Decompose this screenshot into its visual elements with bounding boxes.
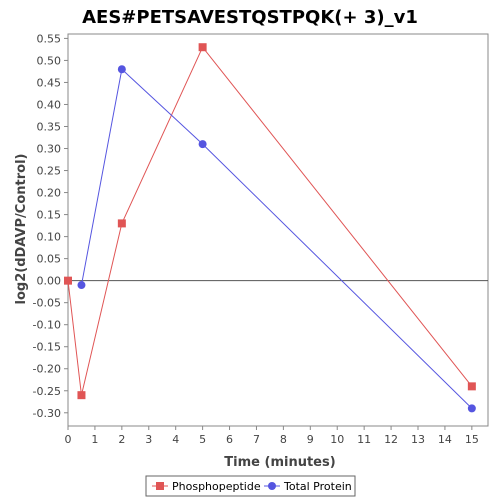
x-tick-label: 15 (465, 433, 479, 446)
data-point-0 (117, 219, 126, 228)
y-tick-label: 0.00 (37, 275, 62, 288)
y-tick-label: 0.50 (37, 54, 62, 67)
legend-label: Phosphopeptide (172, 480, 261, 493)
series-line-1 (80, 68, 473, 409)
data-point-0 (467, 382, 476, 391)
data-point-1 (117, 65, 126, 74)
y-tick-label: -0.25 (33, 385, 61, 398)
y-tick-label: 0.10 (37, 231, 62, 244)
data-point-0 (198, 43, 207, 52)
y-tick-label: 0.45 (37, 76, 62, 89)
x-tick-label: 8 (280, 433, 287, 446)
x-tick-label: 11 (357, 433, 371, 446)
y-tick-label: -0.05 (33, 297, 61, 310)
data-point-0 (77, 391, 86, 400)
plot-frame (67, 33, 489, 427)
y-tick-label: -0.30 (33, 407, 61, 420)
x-axis-label: Time (minutes) (224, 455, 335, 470)
legend-marker (156, 482, 164, 490)
x-tick-label: 2 (118, 433, 125, 446)
x-tick-label: 1 (91, 433, 98, 446)
y-tick-label: 0.35 (37, 120, 62, 133)
y-axis-label: log2(dDAVP/Control) (14, 154, 29, 305)
y-tick-label: -0.10 (33, 319, 61, 332)
y-tick-label: 0.55 (37, 32, 62, 45)
x-tick-label: 12 (384, 433, 398, 446)
x-tick-label: 5 (199, 433, 206, 446)
y-tick-label: 0.30 (37, 143, 62, 156)
x-tick-label: 13 (411, 433, 425, 446)
x-tick-label: 9 (307, 433, 314, 446)
y-tick-label: 0.05 (37, 253, 62, 266)
legend-marker (268, 482, 276, 490)
data-point-1 (467, 404, 476, 413)
data-point-1 (77, 281, 86, 290)
x-tick-label: 7 (253, 433, 260, 446)
y-tick-label: 0.25 (37, 165, 62, 178)
y-tick-label: 0.15 (37, 209, 62, 222)
y-tick-label: 0.20 (37, 187, 62, 200)
legend: Phosphopeptide Total Protein (145, 475, 356, 497)
x-tick-label: 6 (226, 433, 233, 446)
x-tick-label: 4 (172, 433, 179, 446)
x-tick-label: 10 (330, 433, 344, 446)
x-tick-label: 3 (145, 433, 152, 446)
x-tick-label: 14 (438, 433, 452, 446)
legend-box (145, 475, 356, 497)
data-point-1 (198, 140, 207, 149)
legend-label: Total Protein (283, 480, 352, 493)
plot-area: -0.30 -0.25 -0.20 -0.15 -0.10 -0.05 0.00 0.05 0.… (33, 32, 489, 446)
chart-title: AES#PETSAVESTQSTPQK(+ 3)_v1 (82, 7, 418, 28)
x-tick-label: 0 (65, 433, 72, 446)
data-point-0 (64, 276, 72, 285)
y-tick-label: 0.40 (37, 98, 62, 111)
y-tick-label: -0.15 (33, 341, 61, 354)
y-tick-label: -0.20 (33, 363, 61, 376)
